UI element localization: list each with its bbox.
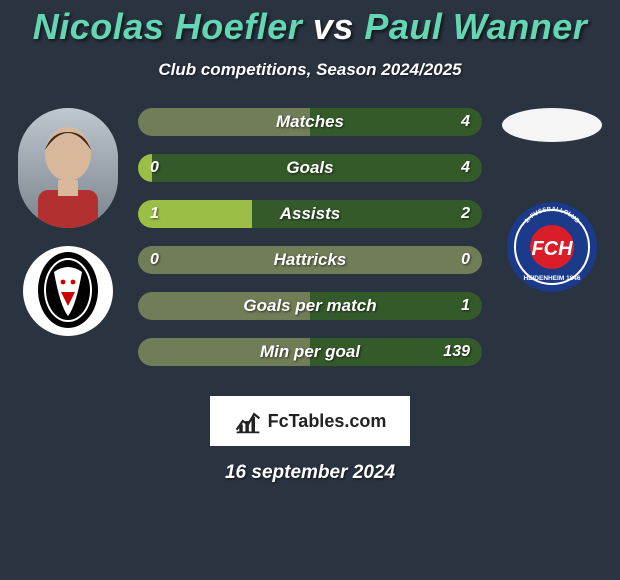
subtitle: Club competitions, Season 2024/2025 bbox=[0, 60, 620, 80]
content-area: 1. FUSSBALLCLUB HEIDENHEIM 1846 FCH Matc… bbox=[0, 108, 620, 388]
player1-name: Nicolas Hoefler bbox=[33, 6, 303, 47]
watermark-text: FcTables.com bbox=[268, 411, 387, 432]
chart-icon bbox=[234, 407, 262, 435]
svg-text:HEIDENHEIM 1846: HEIDENHEIM 1846 bbox=[523, 275, 580, 282]
right-column: 1. FUSSBALLCLUB HEIDENHEIM 1846 FCH bbox=[492, 108, 612, 292]
player1-club-badge bbox=[23, 246, 113, 336]
stat-row: Assists12 bbox=[138, 200, 482, 228]
bar-left-fill bbox=[138, 108, 310, 136]
player2-photo-placeholder bbox=[502, 108, 602, 142]
bar-right-fill bbox=[310, 338, 482, 366]
watermark: FcTables.com bbox=[210, 396, 410, 446]
player2-name: Paul Wanner bbox=[364, 6, 587, 47]
bar-left-fill bbox=[138, 154, 152, 182]
date: 16 september 2024 bbox=[0, 462, 620, 484]
stat-row: Hattricks00 bbox=[138, 246, 482, 274]
bar-left-fill bbox=[138, 338, 310, 366]
stat-row: Min per goal139 bbox=[138, 338, 482, 366]
bar-right-fill bbox=[310, 108, 482, 136]
player2-club-badge: 1. FUSSBALLCLUB HEIDENHEIM 1846 FCH bbox=[507, 202, 597, 292]
left-column bbox=[8, 108, 128, 336]
bar-left-fill bbox=[138, 246, 310, 274]
bar-right-fill bbox=[310, 292, 482, 320]
bar-right-fill bbox=[310, 246, 482, 274]
comparison-title: Nicolas Hoefler vs Paul Wanner bbox=[0, 0, 620, 48]
vs-text: vs bbox=[313, 6, 354, 47]
stat-row: Matches4 bbox=[138, 108, 482, 136]
svg-text:FCH: FCH bbox=[531, 238, 573, 260]
stats-bars: Matches4 Goals04 Assists12 Hattricks00 Goals… bbox=[138, 108, 482, 384]
player1-photo bbox=[18, 108, 118, 228]
stat-row: Goals04 bbox=[138, 154, 482, 182]
bar-right-fill bbox=[252, 200, 482, 228]
stat-row: Goals per match1 bbox=[138, 292, 482, 320]
bar-left-fill bbox=[138, 200, 252, 228]
bar-right-fill bbox=[152, 154, 482, 182]
bar-left-fill bbox=[138, 292, 310, 320]
